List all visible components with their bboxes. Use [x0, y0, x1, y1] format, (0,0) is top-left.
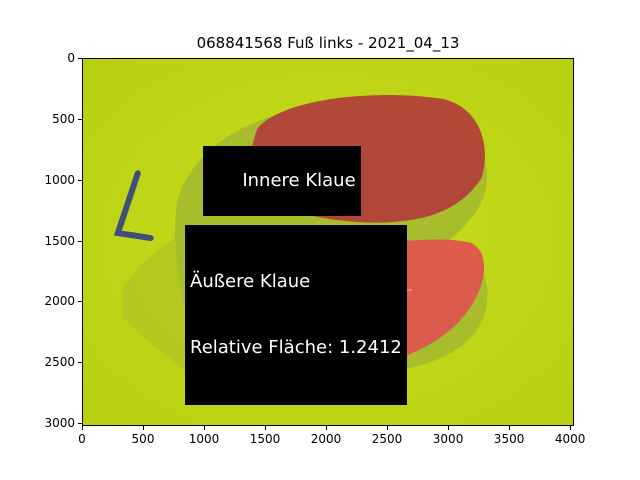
y-tick-mark — [78, 179, 82, 181]
x-tick-mark — [387, 426, 389, 430]
inner-claw-text: Innere Klaue — [242, 170, 356, 191]
outer-claw-text: Äußere Klaue — [190, 271, 311, 292]
x-tick-mark — [204, 426, 206, 430]
x-tick-label: 1000 — [188, 432, 220, 446]
x-tick-label: 500 — [131, 432, 155, 446]
x-tick-mark — [570, 426, 572, 430]
image-axes: Innere Klaue Äußere Klaue Relative Fläch… — [82, 58, 574, 426]
x-tick-label: 1500 — [249, 432, 281, 446]
marker-stroke — [113, 170, 154, 242]
x-tick-mark — [509, 426, 511, 430]
x-tick-label: 2000 — [310, 432, 342, 446]
x-tick-mark — [143, 426, 144, 430]
y-tick-label: 2000 — [44, 294, 75, 309]
x-tick-label: 4000 — [554, 432, 586, 446]
y-tick-label: 1500 — [44, 233, 75, 248]
y-tick-mark — [78, 58, 82, 59]
y-tick-label: 500 — [52, 111, 75, 126]
x-tick-mark — [326, 426, 328, 430]
y-tick-mark — [78, 118, 82, 120]
y-tick-mark — [78, 240, 82, 242]
y-tick-label: 3000 — [44, 416, 75, 431]
y-tick-mark — [78, 301, 82, 303]
plot-title: 068841568 Fuß links - 2021_04_13 — [196, 34, 460, 52]
x-tick-mark — [265, 426, 267, 430]
outer-claw-label: Äußere Klaue Relative Fläche: 1.2412 — [185, 225, 407, 405]
x-tick-label: 3000 — [432, 432, 464, 446]
x-tick-label: 3500 — [493, 432, 525, 446]
x-tick-mark — [82, 426, 83, 430]
relative-area-text: Relative Fläche: 1.2412 — [190, 337, 402, 358]
y-tick-label: 0 — [67, 51, 75, 65]
x-tick-mark — [448, 426, 450, 430]
x-tick-label: 2500 — [371, 432, 403, 446]
y-tick-label: 1000 — [44, 172, 75, 187]
x-tick-label: 0 — [78, 432, 86, 446]
y-tick-mark — [78, 362, 82, 364]
y-tick-label: 2500 — [44, 355, 75, 370]
inner-claw-label: Innere Klaue — [203, 146, 361, 216]
y-tick-mark — [78, 423, 82, 425]
